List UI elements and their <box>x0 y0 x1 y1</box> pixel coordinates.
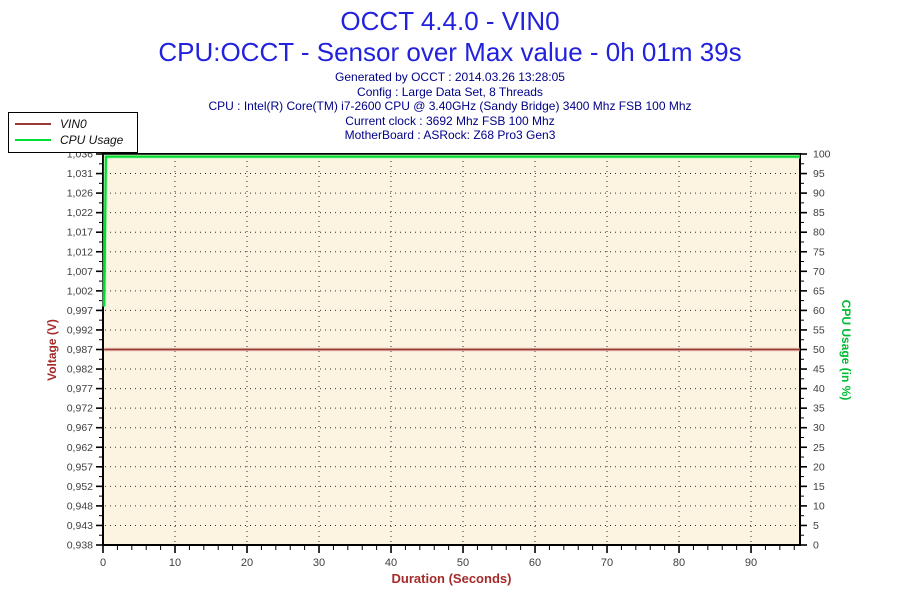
svg-text:85: 85 <box>813 207 825 219</box>
svg-text:0,957: 0,957 <box>67 461 93 473</box>
info-line-config: Config : Large Data Set, 8 Threads <box>357 84 543 99</box>
svg-text:25: 25 <box>813 442 825 454</box>
svg-text:20: 20 <box>241 557 253 569</box>
y-axis-tick-labels: 1,0361,0311,0261,0221,0171,0121,0071,002… <box>67 149 831 552</box>
data-series <box>102 154 800 352</box>
report-title: OCCT 4.4.0 - VIN0 <box>340 6 560 36</box>
svg-text:5: 5 <box>813 520 819 532</box>
legend-item-cpu-usage: CPU Usage <box>15 132 131 148</box>
svg-text:1,022: 1,022 <box>67 207 93 219</box>
svg-text:1,007: 1,007 <box>67 266 93 278</box>
x-axis-label-duration: Duration (Seconds) <box>391 571 512 586</box>
svg-text:55: 55 <box>813 324 825 336</box>
svg-text:65: 65 <box>813 285 825 297</box>
svg-text:0,952: 0,952 <box>67 481 93 493</box>
svg-text:0,967: 0,967 <box>67 422 93 434</box>
y-axis-label-cpu-usage: CPU Usage (in %) <box>839 299 853 401</box>
svg-text:80: 80 <box>673 557 685 569</box>
legend-label-vin0: VIN0 <box>60 117 87 131</box>
svg-text:0,972: 0,972 <box>67 403 93 415</box>
svg-text:0: 0 <box>100 557 106 569</box>
svg-text:40: 40 <box>385 557 397 569</box>
svg-text:70: 70 <box>601 557 613 569</box>
svg-text:1,026: 1,026 <box>67 188 93 200</box>
x-axis-tick-labels: 0 10 20 30 40 50 60 70 80 90 <box>100 557 757 569</box>
svg-text:15: 15 <box>813 481 825 493</box>
legend-label-cpu-usage: CPU Usage <box>60 133 124 147</box>
y-axis-label-voltage: Voltage (V) <box>45 319 59 381</box>
svg-text:0,962: 0,962 <box>67 442 93 454</box>
svg-text:30: 30 <box>313 557 325 569</box>
svg-text:10: 10 <box>169 557 181 569</box>
svg-text:80: 80 <box>813 227 825 239</box>
svg-text:0: 0 <box>813 540 819 552</box>
svg-text:40: 40 <box>813 383 825 395</box>
svg-text:45: 45 <box>813 364 825 376</box>
svg-text:1,031: 1,031 <box>67 168 93 180</box>
svg-text:30: 30 <box>813 422 825 434</box>
svg-text:90: 90 <box>813 188 825 200</box>
grid-lines <box>105 156 800 545</box>
report-subtitle: CPU:OCCT - Sensor over Max value - 0h 01… <box>158 37 742 67</box>
svg-text:35: 35 <box>813 403 825 415</box>
info-line-motherboard: MotherBoard : ASRock: Z68 Pro3 Gen3 <box>344 128 556 142</box>
svg-text:0,982: 0,982 <box>67 364 93 376</box>
svg-text:90: 90 <box>745 557 757 569</box>
svg-text:0,997: 0,997 <box>67 305 93 317</box>
report-info-block: Generated by OCCT : 2014.03.26 13:28:05 … <box>0 70 900 143</box>
cpu-usage-line-swatch <box>15 139 51 141</box>
svg-text:0,943: 0,943 <box>67 520 93 532</box>
svg-text:95: 95 <box>813 168 825 180</box>
svg-text:60: 60 <box>529 557 541 569</box>
svg-text:1,012: 1,012 <box>67 246 93 258</box>
svg-text:0,938: 0,938 <box>67 540 93 552</box>
svg-text:0,948: 0,948 <box>67 500 93 512</box>
info-line-clock: Current clock : 3692 Mhz FSB 100 Mhz <box>345 113 555 128</box>
svg-text:50: 50 <box>813 344 825 356</box>
svg-text:10: 10 <box>813 500 825 512</box>
info-line-generated: Generated by OCCT : 2014.03.26 13:28:05 <box>335 70 565 84</box>
svg-text:0,992: 0,992 <box>67 324 93 336</box>
svg-text:1,017: 1,017 <box>67 227 93 239</box>
chart-legend: VIN0 CPU Usage <box>8 112 138 153</box>
vin0-line-swatch <box>15 123 51 125</box>
svg-text:60: 60 <box>813 305 825 317</box>
info-line-cpu: CPU : Intel(R) Core(TM) i7-2600 CPU @ 3.… <box>208 99 692 113</box>
svg-text:0,977: 0,977 <box>67 383 93 395</box>
svg-text:100: 100 <box>813 149 831 161</box>
svg-text:1,002: 1,002 <box>67 285 93 297</box>
legend-item-vin0: VIN0 <box>15 116 131 132</box>
svg-text:50: 50 <box>457 557 469 569</box>
svg-text:75: 75 <box>813 246 825 258</box>
svg-text:20: 20 <box>813 461 825 473</box>
svg-text:0,987: 0,987 <box>67 344 93 356</box>
svg-text:70: 70 <box>813 266 825 278</box>
